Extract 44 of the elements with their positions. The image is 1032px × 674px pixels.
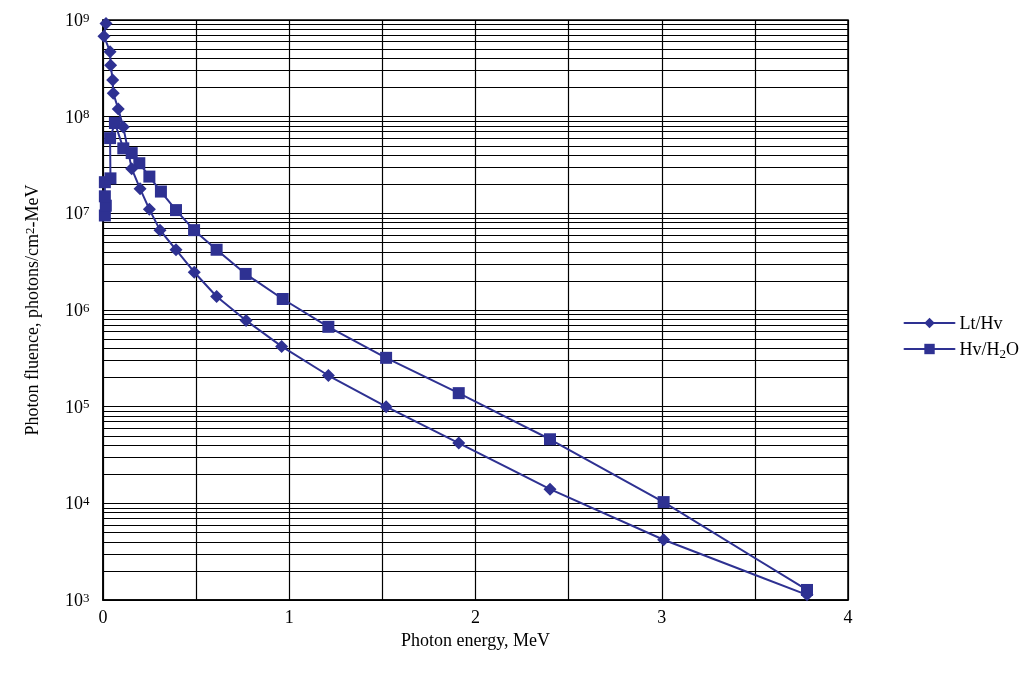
point [143, 170, 156, 183]
point [104, 58, 118, 72]
point [657, 496, 670, 509]
point [106, 73, 120, 87]
point [239, 267, 252, 280]
point [154, 185, 167, 198]
point [106, 86, 120, 100]
point [321, 369, 335, 383]
point [380, 351, 393, 364]
y-axis-title: Photon fluence, photons/cm2-MeV [21, 184, 42, 436]
x-tick-label: 3 [657, 607, 667, 627]
point [104, 132, 117, 145]
x-tick-label: 2 [471, 607, 480, 627]
point [379, 400, 393, 414]
point [103, 45, 117, 59]
point [187, 265, 201, 279]
point [97, 29, 111, 43]
point [142, 202, 156, 216]
point [104, 172, 117, 185]
point [322, 320, 335, 333]
point [452, 387, 465, 400]
point [98, 190, 111, 203]
point [153, 223, 167, 237]
point [210, 289, 224, 303]
legend-label: Lt/Hv [959, 313, 1003, 333]
point [275, 339, 289, 353]
point [210, 243, 223, 256]
point [543, 482, 557, 496]
point [276, 292, 289, 305]
point [170, 204, 183, 217]
x-tick-label: 0 [98, 607, 108, 627]
point [239, 313, 253, 327]
point [452, 436, 466, 450]
point [169, 243, 183, 257]
x-axis-title: Photon energy, MeV [401, 629, 550, 650]
point [125, 162, 139, 176]
point [111, 102, 125, 116]
point [188, 224, 201, 237]
point [99, 17, 113, 30]
x-tick-label: 4 [843, 607, 853, 627]
point [657, 533, 671, 547]
point [133, 182, 147, 196]
x-tick-label: 1 [284, 607, 294, 627]
point [544, 433, 556, 446]
